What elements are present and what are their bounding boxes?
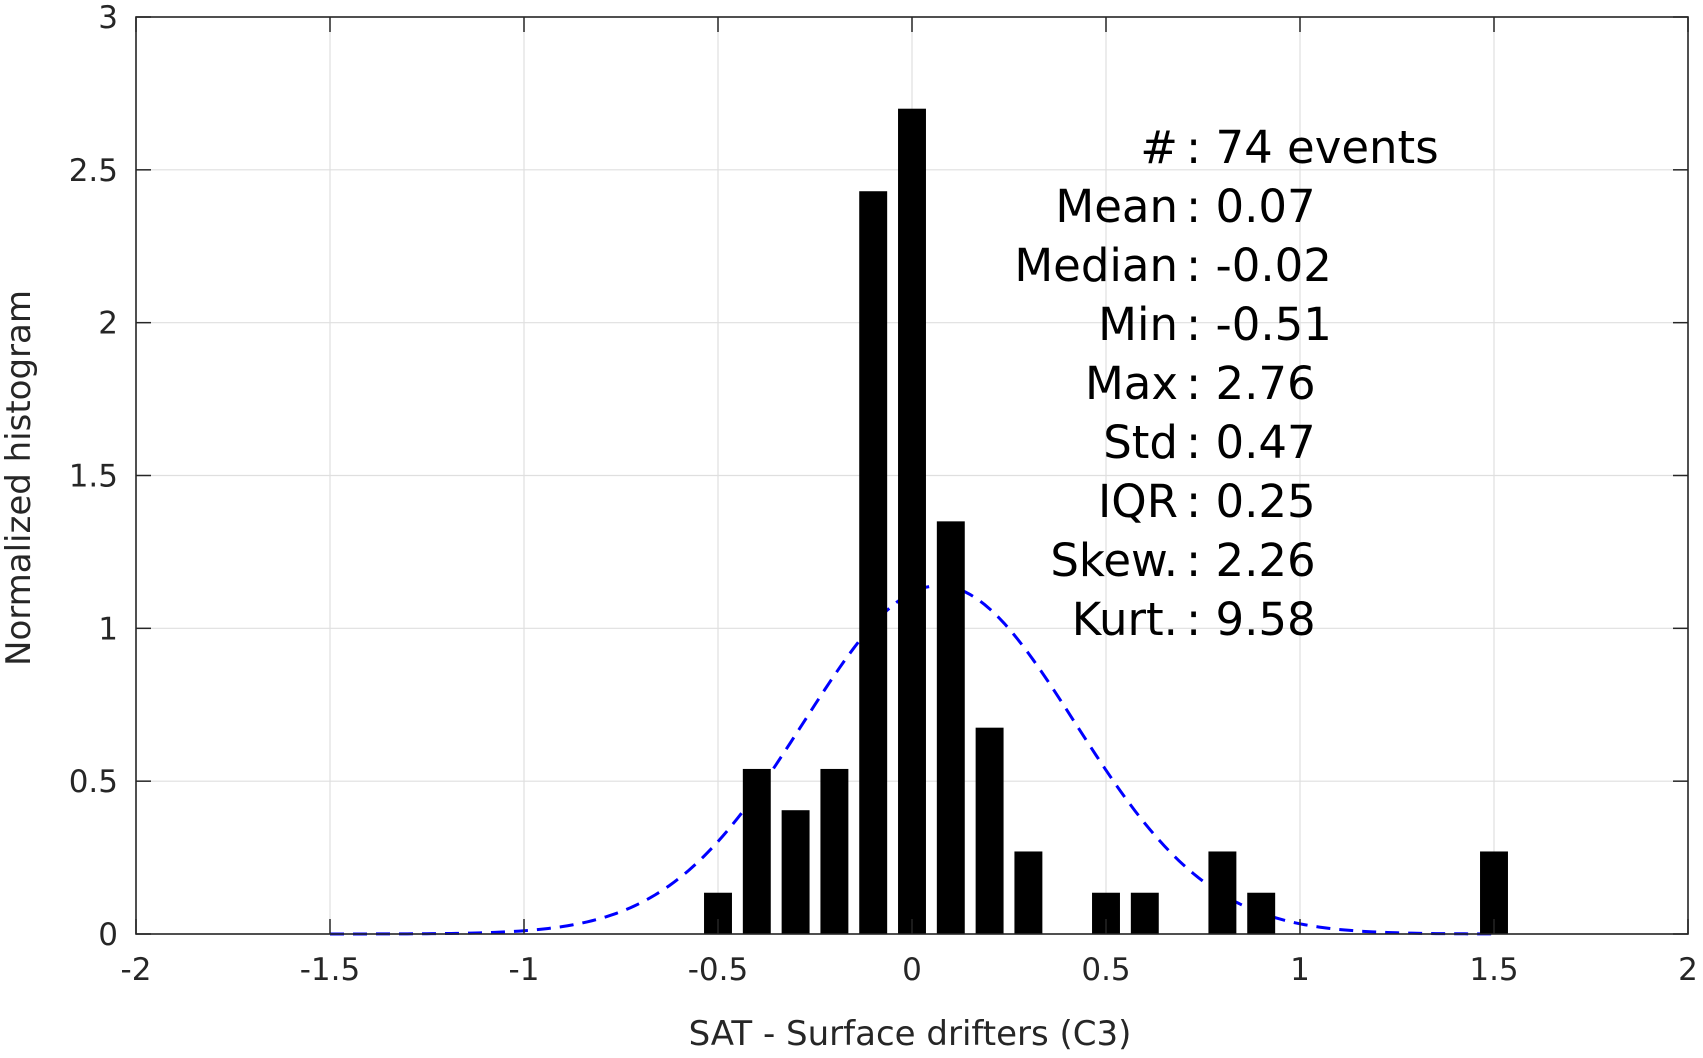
bar-layer — [704, 108, 1508, 935]
x-tick-label: -0.5 — [688, 952, 749, 988]
stats-label: Max — [1085, 357, 1178, 410]
stats-value: : 0.25 — [1186, 475, 1316, 528]
histogram-bar — [898, 108, 926, 934]
histogram-bar — [1208, 851, 1237, 934]
y-tick-label: 2.5 — [69, 153, 118, 189]
stats-label: Median — [1014, 239, 1178, 292]
histogram-bar — [1130, 892, 1159, 934]
tick-layer: -2 -1.5 -1 -0.5 0 0.5 1 1.5 2 0 0.5 1 1.5 2 2.5 3 — [69, 0, 1698, 988]
stats-label: IQR — [1098, 475, 1178, 528]
x-tick-label: 0.5 — [1081, 952, 1130, 988]
stats-value: : -0.02 — [1186, 239, 1332, 292]
histogram-bar — [975, 727, 1004, 934]
x-tick-label: 1 — [1290, 952, 1310, 988]
y-axis-label: Normalized histogram — [0, 290, 39, 666]
stats-label: Std — [1103, 416, 1178, 469]
stats-label: Kurt. — [1072, 593, 1178, 646]
stats-value: : 0.47 — [1186, 416, 1316, 469]
histogram-bar — [936, 521, 965, 934]
stats-label: Mean — [1055, 180, 1178, 233]
x-tick-label: 1.5 — [1469, 952, 1518, 988]
x-axis-label: SAT - Surface drifters (C3) — [689, 1014, 1132, 1053]
y-tick-label: 1 — [98, 611, 118, 647]
y-tick-label: 0 — [98, 917, 118, 953]
x-tick-label: -1.5 — [300, 952, 361, 988]
stats-label: Min — [1098, 298, 1178, 351]
stats-value: : 9.58 — [1186, 593, 1316, 646]
y-tick-label: 1.5 — [69, 459, 118, 495]
y-tick-label: 3 — [98, 0, 118, 36]
stats-label: # — [1140, 121, 1178, 174]
x-tick-label: -1 — [509, 952, 540, 988]
histogram-bar — [859, 191, 888, 935]
stats-value: : 74 events — [1186, 121, 1439, 174]
x-tick-label: 2 — [1678, 952, 1698, 988]
x-tick-label: -2 — [121, 952, 152, 988]
histogram-bar — [781, 810, 810, 934]
histogram-bar — [742, 768, 771, 934]
stats-value: : 0.07 — [1186, 180, 1316, 233]
x-tick-label: 0 — [902, 952, 922, 988]
stats-value: : -0.51 — [1186, 298, 1332, 351]
stats-label: Skew. — [1050, 534, 1178, 587]
stats-value: : 2.26 — [1186, 534, 1316, 587]
y-tick-label: 2 — [98, 306, 118, 342]
histogram-bar — [1014, 851, 1043, 934]
histogram-bar — [820, 768, 849, 934]
y-tick-label: 0.5 — [69, 764, 118, 800]
histogram-bar — [1247, 892, 1276, 934]
stats-value: : 2.76 — [1186, 357, 1316, 410]
